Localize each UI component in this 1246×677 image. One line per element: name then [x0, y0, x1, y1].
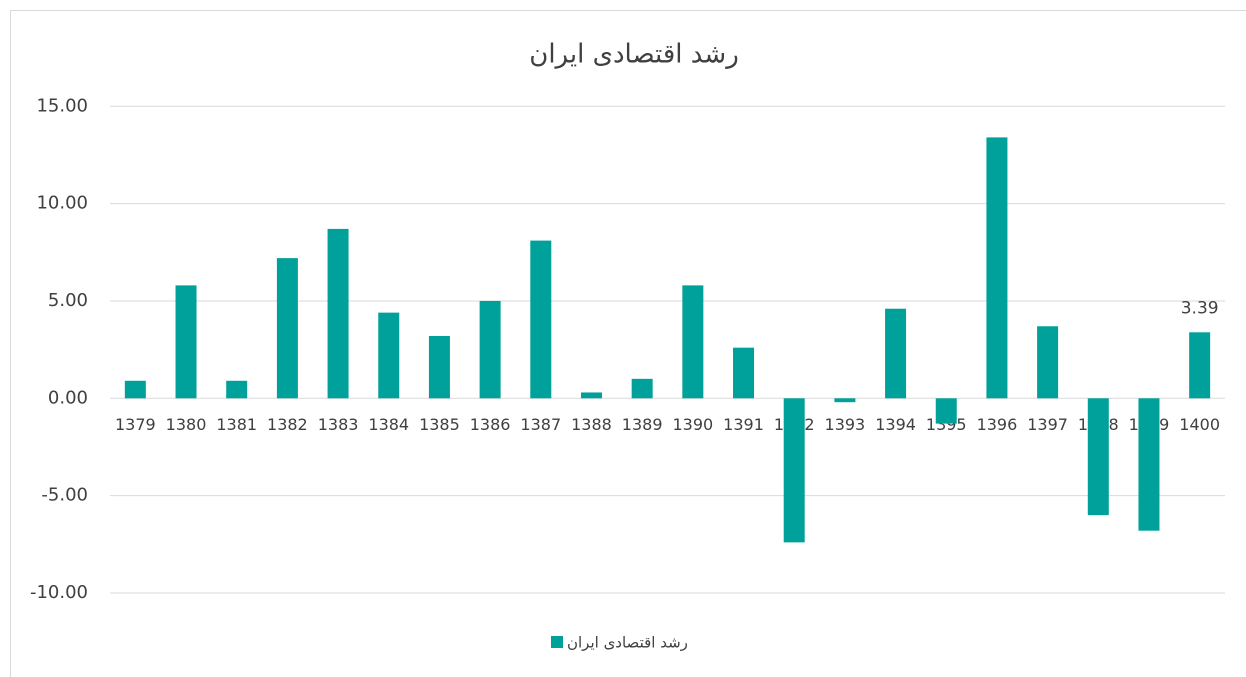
y-tick-label: 0.00	[48, 387, 88, 408]
bar	[226, 380, 248, 399]
bar	[479, 300, 501, 399]
x-tick-label: 1388	[571, 415, 612, 434]
y-tick-label: -10.00	[30, 582, 88, 603]
bar	[428, 335, 450, 399]
bar	[1037, 326, 1059, 399]
bar	[175, 285, 197, 399]
x-tick-label: 1396	[977, 415, 1018, 434]
y-tick-label: 15.00	[36, 95, 88, 116]
bar	[276, 258, 298, 399]
x-tick-label: 1400	[1179, 415, 1220, 434]
x-tick-label: 1397	[1027, 415, 1068, 434]
x-tick-label: 1394	[875, 415, 916, 434]
bar	[1087, 398, 1109, 516]
data-label: 3.39	[1181, 298, 1219, 318]
y-tick-label: -5.00	[41, 485, 88, 506]
bar	[631, 378, 653, 399]
bar	[935, 398, 957, 424]
bar	[682, 285, 704, 399]
legend-swatch	[551, 636, 563, 648]
chart-title: رشد اقتصادی ایران	[529, 40, 739, 70]
bar	[378, 312, 400, 399]
bar	[885, 308, 907, 399]
x-tick-label: 1384	[368, 415, 409, 434]
bar	[1189, 332, 1211, 399]
x-tick-label: 1385	[419, 415, 460, 434]
x-tick-label: 1380	[166, 415, 207, 434]
bar	[124, 380, 146, 399]
x-tick-label: 1383	[318, 415, 359, 434]
bar	[1138, 398, 1160, 531]
x-tick-label: 1393	[825, 415, 866, 434]
x-tick-label: 1381	[216, 415, 257, 434]
y-tick-label: 5.00	[48, 290, 88, 311]
bar	[327, 228, 349, 399]
bar	[530, 240, 552, 399]
y-tick-label: 10.00	[36, 193, 88, 214]
x-tick-label: 1391	[723, 415, 764, 434]
x-tick-label: 1382	[267, 415, 308, 434]
x-tick-label: 1387	[520, 415, 561, 434]
bar	[580, 392, 602, 399]
x-tick-label: 1379	[115, 415, 156, 434]
bar	[834, 398, 856, 403]
x-tick-label: 1389	[622, 415, 663, 434]
legend-label: رشد اقتصادی ایران	[567, 634, 688, 652]
bar	[986, 137, 1008, 399]
x-tick-label: 1386	[470, 415, 511, 434]
bar	[783, 398, 805, 543]
bar	[733, 347, 755, 399]
x-tick-label: 1390	[672, 415, 713, 434]
chart-frame	[10, 10, 1246, 677]
